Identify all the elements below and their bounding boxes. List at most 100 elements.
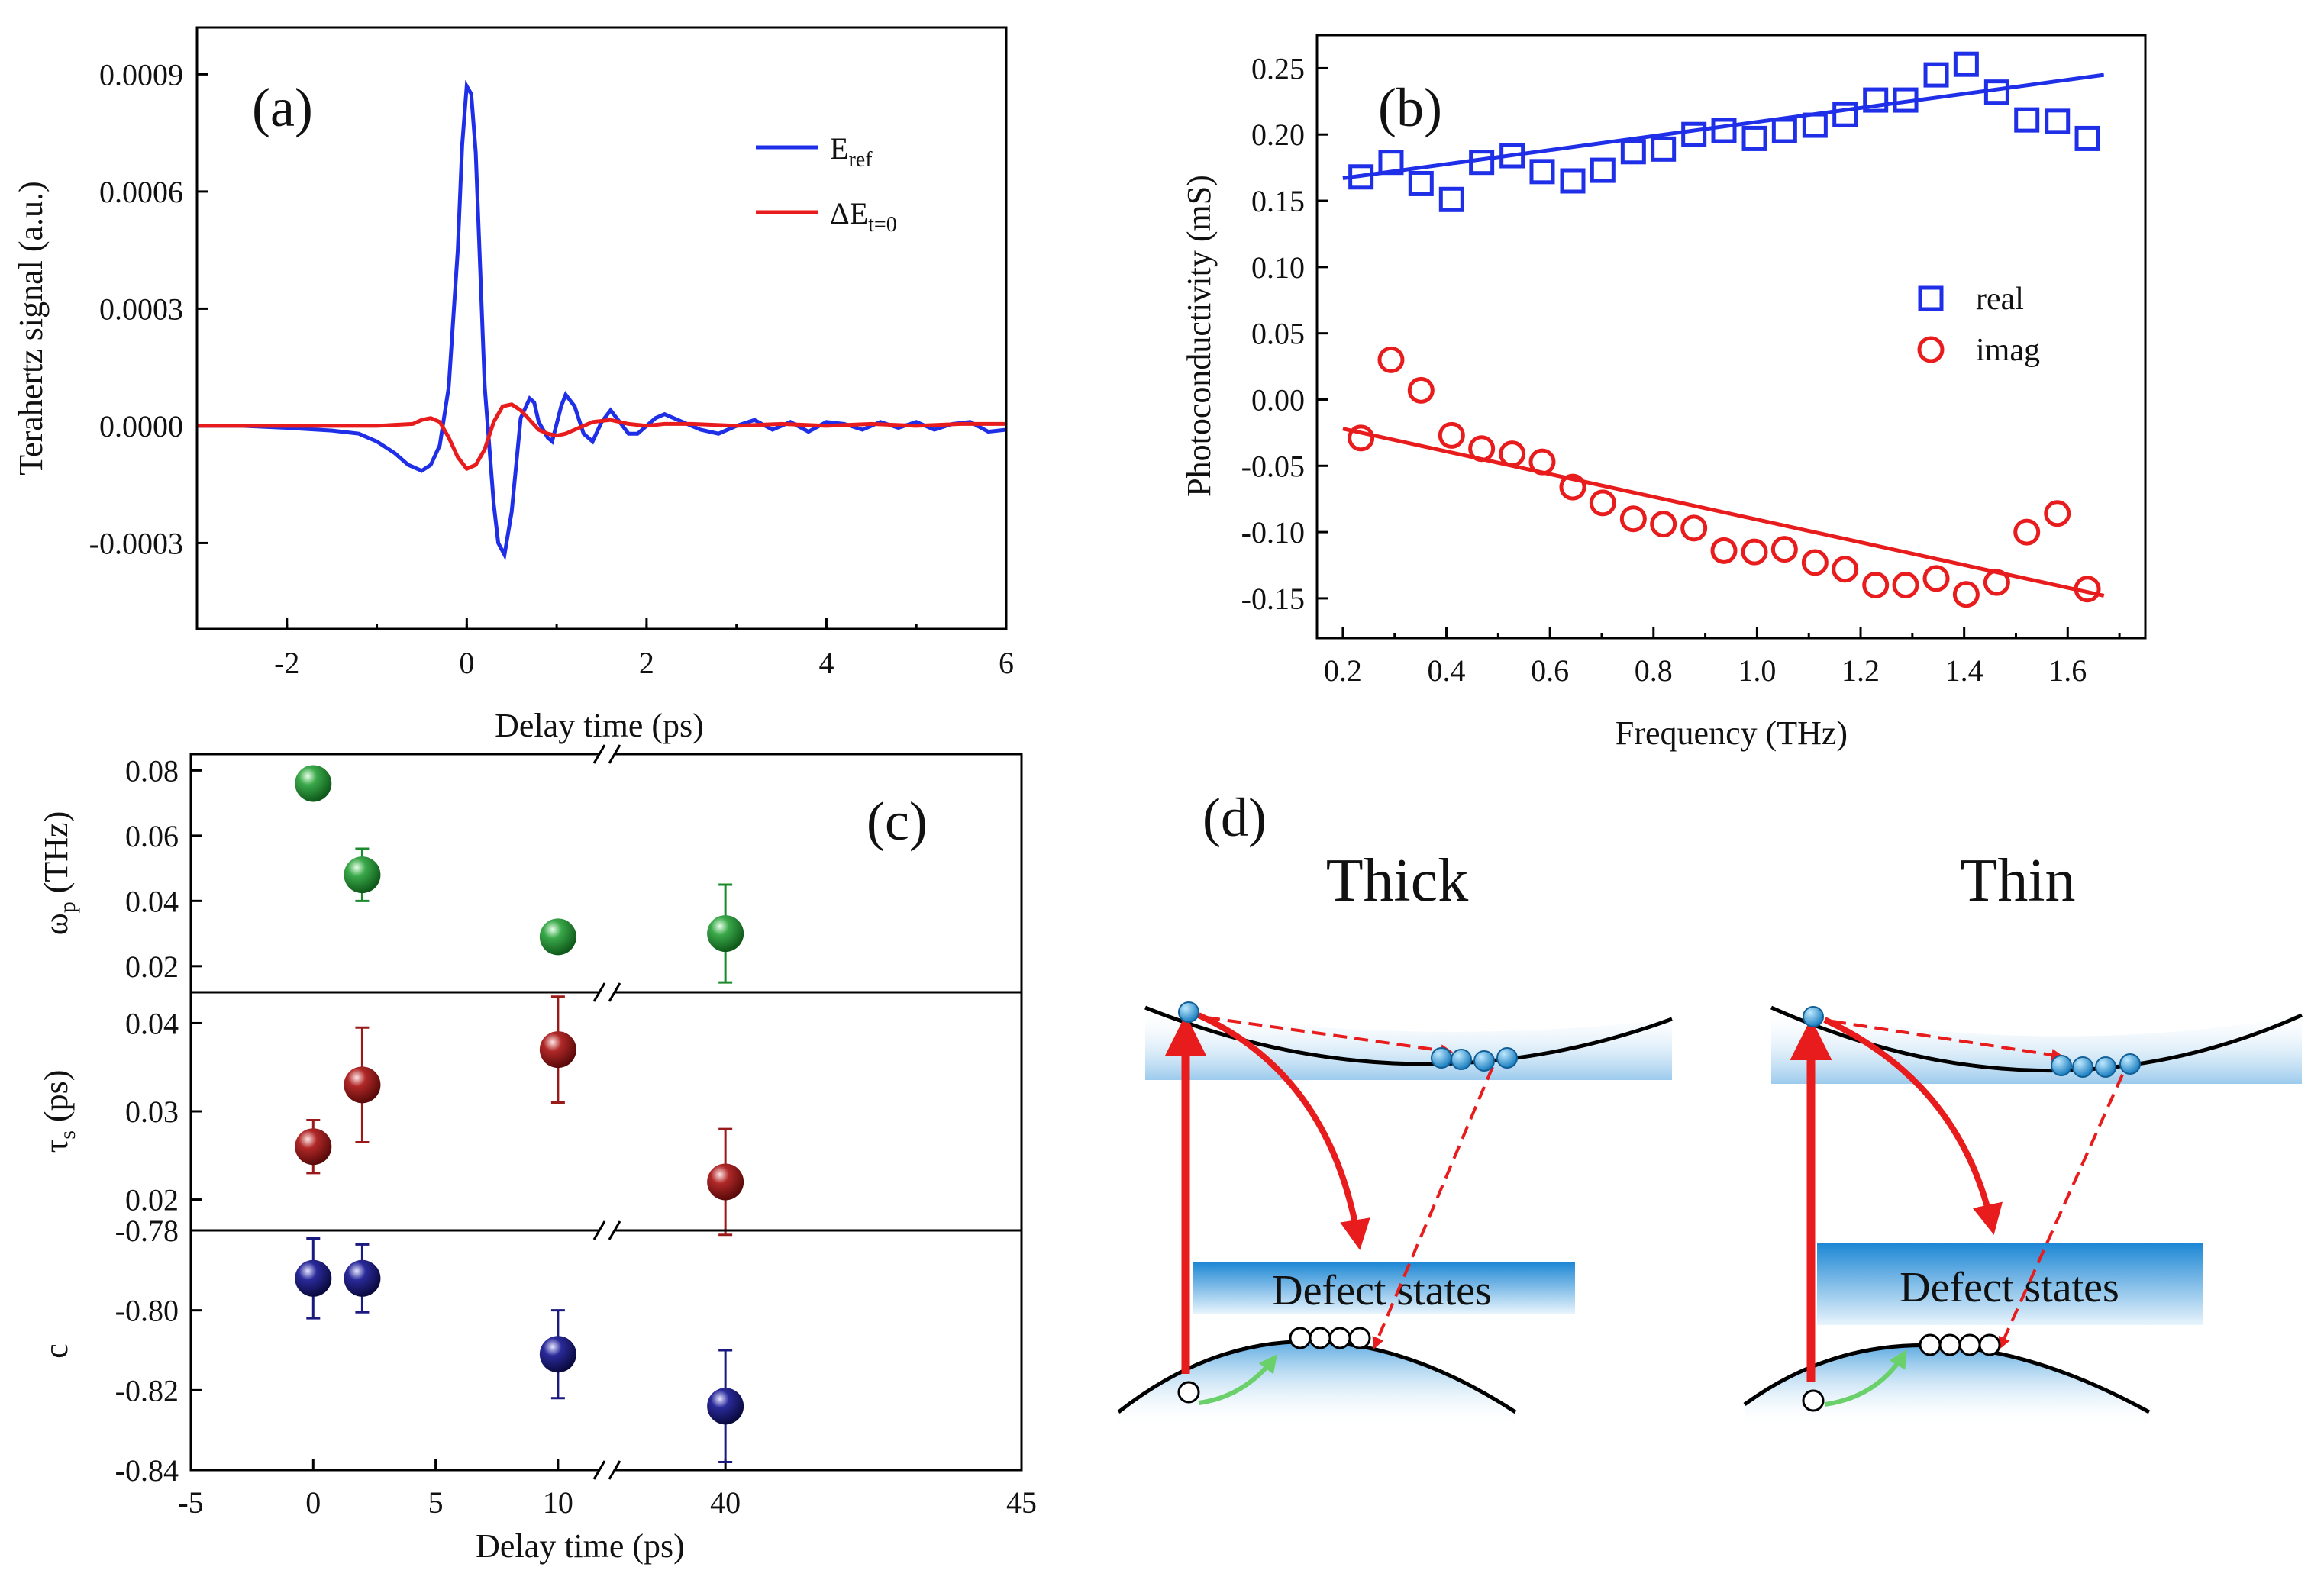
b-point-imag [1559,473,1586,501]
c-point-tau [707,1163,744,1201]
hole [1348,1327,1371,1349]
panel-c-frame [189,753,1023,1472]
panel-b-frame [1315,34,2147,640]
a-xtick-label: -2 [274,646,299,680]
panel-c-ylabel-c: c [37,1343,75,1359]
legend-e-ref: Eref [830,131,873,172]
b-xtick-label: 0.8 [1635,653,1673,688]
b-point-imag [1832,556,1859,583]
relaxation-arrow [1206,1016,1454,1057]
b-point-imag [1741,538,1768,566]
conduction-band-fill [1771,1008,2302,1084]
b-point-real [1983,79,2009,105]
b-point-imag [1589,489,1616,517]
b-point-imag [1468,435,1496,463]
legend-marker-imag [1917,336,1945,363]
electron [2119,1053,2141,1075]
hole [1919,1333,1942,1356]
b-point-imag [1922,565,1950,592]
b-point-real [2074,125,2100,151]
b-ytick-label: -0.15 [1241,582,1305,616]
c-point-c [344,1259,381,1297]
valence-band-fill [1118,1341,1515,1427]
hole [1978,1333,2001,1356]
c-ytick-label: 0.06 [125,819,179,853]
c-point-tau [539,1031,576,1069]
hole [1328,1327,1351,1349]
b-point-real [1651,136,1677,162]
electron [1473,1050,1495,1072]
a-ytick-label: 0.0003 [99,292,183,326]
panel-c-marks [295,765,744,1464]
panel-a-label: (a) [252,77,313,138]
c-point-omega [539,918,576,956]
panel-d: (d) Thick Defect states [1117,787,2303,1427]
panel-b-xlabel: Frequency (THz) [1616,714,1848,752]
panel-c-ylabel-tau: τs (ps) [37,1070,80,1153]
hole [1958,1333,1981,1356]
b-point-imag [1892,572,1919,599]
excited-electron [1803,1006,1824,1027]
recombination-arrow [1998,1074,2124,1349]
defect-states-label: Defect states [1272,1267,1492,1314]
a-xtick-label: 2 [639,646,654,680]
c-xtick-label: 5 [428,1485,444,1520]
axis-break-marks [592,744,621,1480]
b-point-real [1469,150,1495,176]
c-xtick-label: -5 [178,1485,203,1520]
b-point-real [1832,102,1858,127]
excited-electron [1178,1001,1199,1023]
panel-c-label: (c) [867,791,928,852]
b-point-imag [1650,511,1677,538]
b-point-real [1923,62,1949,88]
b-point-imag [1770,536,1798,563]
a-xtick-label: 6 [999,646,1014,680]
panel-c-xlabel: Delay time (ps) [476,1527,685,1565]
hole [1177,1381,1200,1404]
panel-a-legend: Eref ΔEt=0 [756,131,897,237]
b-xtick-label: 0.4 [1428,653,1466,688]
recombination-arrow [1372,1066,1494,1349]
b-fit-imag [1342,427,2105,598]
b-point-real [1741,125,1767,151]
c-point-omega [344,856,381,894]
conduction-band-curve [1144,1005,1673,1066]
hole [1802,1389,1825,1412]
panel-c-ylabel-omega: ωp (THz) [37,811,80,935]
c-ytick-label: 0.04 [125,1006,179,1040]
b-point-imag [1407,376,1435,404]
panel-a: -2 0 2 4 6 -0.0003 0.0000 0.0003 0.0006 0.0009 (a… [12,26,1014,744]
b-point-imag [1680,514,1708,542]
b-point-real [1711,118,1737,143]
c-xtick-label: 0 [305,1485,321,1520]
b-ytick-label: 0.20 [1251,118,1305,152]
b-xtick-label: 1.2 [1841,653,1880,688]
c-point-c [707,1388,744,1425]
b-point-imag [1862,572,1890,599]
panel-b-ylabel: Photoconductivity (mS) [1180,175,1218,497]
b-point-real [1348,164,1374,190]
c-point-c [539,1336,576,1373]
b-xtick-label: 0.2 [1324,653,1362,688]
a-ytick-label: 0.0000 [99,409,183,443]
electron [1496,1047,1518,1069]
b-point-real [2014,107,2040,133]
b-point-real [1863,87,1889,113]
a-ytick-label: -0.0003 [89,526,183,560]
a-ytick-label: 0.0009 [99,57,183,92]
c-point-tau [344,1066,381,1104]
legend-imag: imag [1976,333,2040,368]
trapping-arrow [1197,1012,1370,1250]
panel-a-ylabel: Terahertz signal (a.u.) [12,181,50,475]
b-point-real [1893,87,1919,113]
b-ytick-label: 0.15 [1251,184,1305,218]
b-xtick-label: 1.6 [2048,653,2087,688]
defect-states-box [1193,1262,1575,1314]
c-point-tau [295,1128,332,1166]
b-point-real [2045,108,2071,134]
a-line-delta-e [197,402,1006,472]
c-ytick-label: -0.78 [115,1214,179,1248]
panel-b-ticks: 0.2 0.4 0.6 0.8 1.0 1.2 1.4 1.6 -0.15 -0.10 -0.05 0… [1241,51,2121,688]
panel-a-ticks: -2 0 2 4 6 -0.0003 0.0000 0.0003 0.0006 0.0009 [89,57,1014,680]
